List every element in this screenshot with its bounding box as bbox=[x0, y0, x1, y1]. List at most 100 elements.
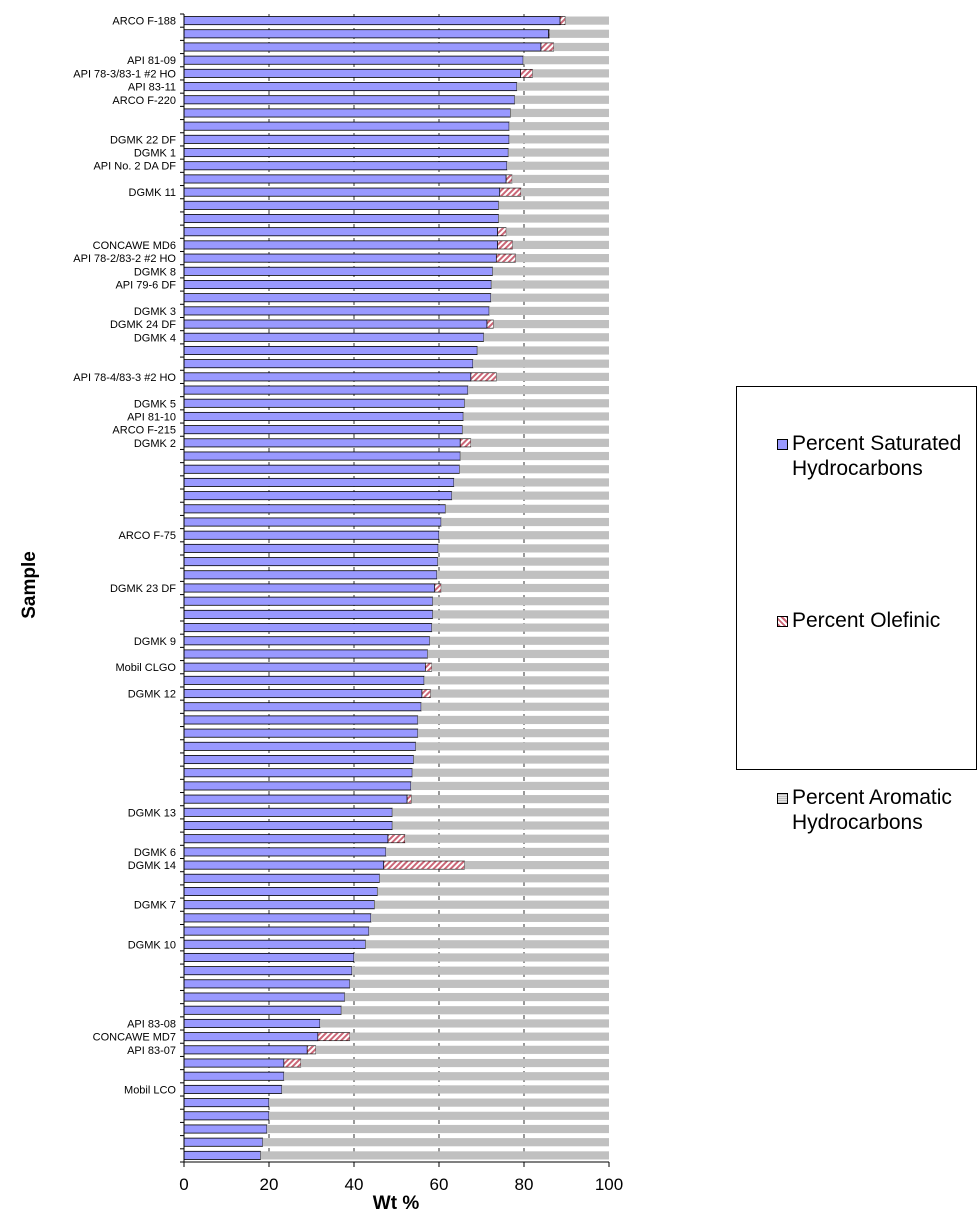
category-label-10: DGMK 1 bbox=[134, 148, 176, 160]
category-label-9: DGMK 22 DF bbox=[110, 134, 176, 146]
legend: Percent Saturated Hydrocarbons Percent O… bbox=[736, 386, 977, 834]
bar-aromatic-56 bbox=[413, 755, 609, 764]
bar-saturated-82 bbox=[183, 1098, 270, 1108]
bar-aromatic-17 bbox=[512, 240, 609, 250]
bar-aromatic-2 bbox=[553, 42, 609, 52]
bar-aromatic-49 bbox=[431, 663, 609, 672]
bar-saturated-33 bbox=[183, 451, 461, 461]
bar-saturated-66 bbox=[183, 887, 378, 896]
bar-saturated-50 bbox=[183, 675, 425, 685]
category-label-29: DGMK 5 bbox=[134, 398, 176, 410]
x-tick-label-40: 40 bbox=[345, 1175, 364, 1194]
bar-aromatic-34 bbox=[459, 465, 609, 474]
bar-olefinic-59 bbox=[406, 794, 412, 804]
bar-aromatic-57 bbox=[412, 768, 609, 777]
bar-aromatic-20 bbox=[491, 280, 609, 289]
category-label-67: DGMK 7 bbox=[134, 900, 176, 912]
legend-label-saturated: Percent Saturated Hydrocarbons bbox=[792, 432, 962, 480]
category-label-30: API 81-10 bbox=[127, 411, 176, 423]
axes bbox=[180, 13, 610, 1167]
category-label-0: ARCO F-188 bbox=[112, 16, 176, 28]
bar-aromatic-22 bbox=[489, 306, 609, 315]
bar-aromatic-85 bbox=[262, 1138, 609, 1147]
bar-saturated-28 bbox=[183, 385, 469, 395]
bar-saturated-23 bbox=[183, 319, 488, 329]
bar-aromatic-74 bbox=[344, 992, 609, 1002]
bar-aromatic-15 bbox=[498, 214, 609, 223]
bar-saturated-77 bbox=[183, 1032, 319, 1042]
bar-aromatic-77 bbox=[349, 1032, 609, 1041]
bar-aromatic-61 bbox=[392, 821, 609, 830]
bar-saturated-81 bbox=[183, 1084, 283, 1094]
category-label-4: API 78-3/83-1 #2 HO bbox=[73, 68, 176, 80]
bar-aromatic-23 bbox=[493, 320, 609, 329]
bar-aromatic-60 bbox=[392, 808, 609, 817]
bar-aromatic-40 bbox=[438, 544, 609, 553]
bar-aromatic-35 bbox=[453, 478, 609, 487]
bar-olefinic-43 bbox=[434, 583, 442, 593]
bar-aromatic-4 bbox=[532, 69, 609, 78]
bar-saturated-31 bbox=[183, 425, 463, 435]
category-label-23: DGMK 24 DF bbox=[110, 319, 176, 331]
bar-saturated-9 bbox=[183, 134, 510, 144]
x-tick-label-20: 20 bbox=[260, 1175, 279, 1194]
category-label-24: DGMK 4 bbox=[134, 332, 176, 344]
bar-saturated-42 bbox=[183, 570, 438, 580]
bar-saturated-84 bbox=[183, 1124, 268, 1134]
bar-aromatic-1 bbox=[549, 29, 609, 38]
legend-swatch-aromatic bbox=[777, 793, 788, 804]
bar-saturated-19 bbox=[183, 266, 493, 276]
category-label-31: ARCO F-215 bbox=[112, 425, 176, 437]
bar-saturated-14 bbox=[183, 200, 499, 210]
bar-aromatic-43 bbox=[441, 583, 609, 593]
bar-olefinic-27 bbox=[470, 372, 497, 382]
bar-saturated-69 bbox=[183, 926, 370, 936]
bar-aromatic-14 bbox=[498, 201, 609, 210]
bar-olefinic-2 bbox=[540, 42, 555, 52]
bar-aromatic-28 bbox=[467, 385, 609, 395]
bar-saturated-83 bbox=[183, 1111, 270, 1121]
bar-aromatic-3 bbox=[523, 56, 609, 65]
bar-aromatic-42 bbox=[436, 570, 609, 579]
category-label-3: API 81-09 bbox=[127, 55, 176, 67]
bar-saturated-39 bbox=[183, 530, 440, 540]
bar-saturated-21 bbox=[183, 293, 492, 303]
bar-saturated-0 bbox=[183, 16, 561, 26]
category-label-39: ARCO F-75 bbox=[119, 530, 176, 542]
bar-aromatic-31 bbox=[462, 425, 609, 434]
bar-aromatic-80 bbox=[283, 1072, 609, 1081]
bar-saturated-43 bbox=[183, 583, 436, 593]
bar-aromatic-55 bbox=[415, 742, 609, 751]
category-label-11: API No. 2 DA DF bbox=[93, 161, 176, 173]
bar-aromatic-10 bbox=[508, 148, 609, 157]
bar-aromatic-52 bbox=[421, 702, 609, 711]
bar-saturated-54 bbox=[183, 728, 419, 738]
bar-aromatic-36 bbox=[451, 491, 609, 500]
bar-saturated-59 bbox=[183, 794, 408, 804]
bar-saturated-73 bbox=[183, 979, 351, 989]
bar-olefinic-79 bbox=[283, 1058, 302, 1068]
bar-olefinic-64 bbox=[383, 860, 465, 870]
bar-saturated-30 bbox=[183, 411, 464, 421]
bar-saturated-12 bbox=[183, 174, 507, 184]
bar-aromatic-65 bbox=[379, 874, 609, 883]
category-label-70: DGMK 10 bbox=[128, 939, 176, 951]
bar-aromatic-79 bbox=[300, 1058, 609, 1068]
bar-saturated-18 bbox=[183, 253, 497, 263]
bar-aromatic-66 bbox=[377, 887, 609, 896]
bar-aromatic-64 bbox=[464, 861, 609, 870]
bar-aromatic-58 bbox=[410, 781, 609, 791]
legend-label-olefinic: Percent Olefinic bbox=[792, 609, 941, 632]
category-label-77: CONCAWE MD7 bbox=[93, 1032, 176, 1044]
bar-aromatic-38 bbox=[441, 517, 609, 527]
category-label-19: DGMK 8 bbox=[134, 266, 176, 278]
bar-saturated-80 bbox=[183, 1071, 285, 1081]
bar-aromatic-75 bbox=[341, 1006, 609, 1015]
bar-saturated-15 bbox=[183, 214, 499, 224]
bar-saturated-22 bbox=[183, 306, 490, 316]
bar-saturated-6 bbox=[183, 95, 516, 105]
bar-aromatic-39 bbox=[439, 531, 609, 540]
bar-saturated-26 bbox=[183, 359, 474, 369]
x-axis-title: Wt % bbox=[373, 1193, 420, 1214]
